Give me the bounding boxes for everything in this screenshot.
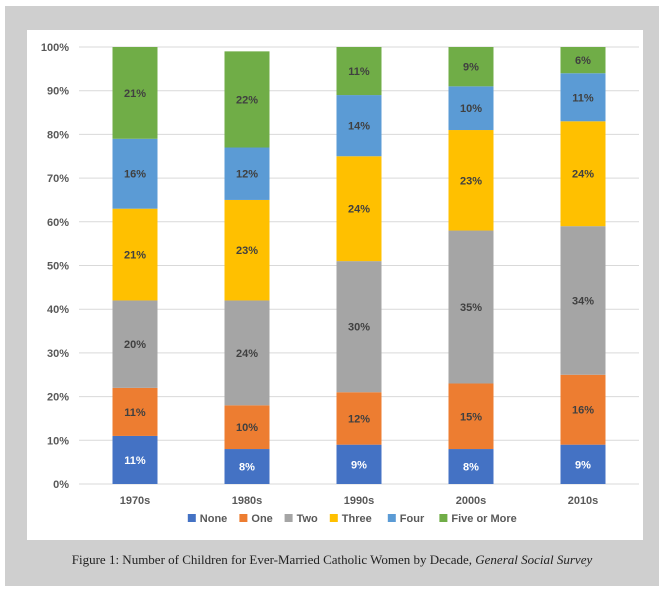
bar-segment-none <box>448 449 494 484</box>
data-label: 23% <box>460 175 482 187</box>
data-label: 9% <box>351 459 367 471</box>
y-tick-label: 10% <box>47 435 69 447</box>
bar-segment-three <box>560 121 606 227</box>
data-label: 8% <box>239 462 255 474</box>
data-label: 9% <box>463 62 479 74</box>
bar-segment-four <box>560 73 606 122</box>
legend-label: Two <box>297 513 318 525</box>
bar-segment-two <box>336 261 382 393</box>
data-label: 12% <box>348 413 370 425</box>
stacked-bar-chart: 0% 10% 20% 30% 40% 50% 60% 70% 80% 90% 100% 11% 11% 2… <box>41 42 639 525</box>
bar-segment-four <box>448 86 494 131</box>
y-tick-label: 70% <box>47 173 69 185</box>
legend-label: Four <box>400 513 425 525</box>
legend-swatch-three <box>329 514 338 522</box>
bar-segment-two <box>448 230 494 384</box>
bar-segment-one <box>112 387 158 436</box>
bar-segment-five-or-more <box>112 47 158 139</box>
x-tick-label: 1970s <box>120 495 151 507</box>
bar-segment-three <box>448 130 494 231</box>
x-tick-label: 1990s <box>344 495 375 507</box>
data-label: 22% <box>236 94 258 106</box>
data-label: 23% <box>236 245 258 257</box>
bar-segment-none <box>336 444 382 484</box>
bar-segment-four <box>112 138 158 209</box>
y-tick-label: 50% <box>47 261 69 273</box>
bar-segment-five-or-more <box>560 47 606 74</box>
y-tick-label: 30% <box>47 348 69 360</box>
data-label: 6% <box>575 55 591 67</box>
bar-segment-one <box>224 405 270 450</box>
data-label: 24% <box>348 204 370 216</box>
x-tick-label: 2010s <box>568 495 599 507</box>
bar-segment-two <box>224 300 270 406</box>
data-label: 11% <box>348 66 370 78</box>
data-label: 34% <box>572 295 594 307</box>
data-label: 21% <box>124 250 146 262</box>
y-tick-label: 20% <box>47 392 69 404</box>
bar-segment-none <box>224 449 270 484</box>
legend-label: None <box>200 513 228 525</box>
legend-swatch-four <box>387 514 396 522</box>
bar-segment-one <box>336 392 382 445</box>
bar-segment-none <box>112 435 158 484</box>
bar-segment-four <box>336 95 382 157</box>
data-label: 10% <box>460 103 482 115</box>
data-label: 11% <box>124 455 146 467</box>
bar-segment-three <box>224 199 270 301</box>
y-tick-label: 80% <box>47 129 69 141</box>
bar-segment-five-or-more <box>224 51 270 148</box>
legend-label: One <box>251 513 272 525</box>
y-tick-label: 40% <box>47 304 69 316</box>
bar-segment-none <box>560 444 606 484</box>
data-label: 30% <box>348 322 370 334</box>
data-label: 9% <box>575 459 591 471</box>
data-label: 20% <box>124 339 146 351</box>
legend-swatch-five-or-more <box>439 514 448 522</box>
legend-swatch-two <box>284 514 293 522</box>
data-label: 24% <box>572 169 594 181</box>
legend-swatch-none <box>187 514 196 522</box>
data-label: 8% <box>463 462 479 474</box>
bar-segment-four <box>224 147 270 200</box>
legend-swatch-one <box>239 514 248 522</box>
x-tick-label: 1980s <box>232 495 263 507</box>
data-label: 11% <box>124 407 146 419</box>
data-label: 24% <box>236 348 258 360</box>
bar-segment-two <box>112 300 158 388</box>
figure-caption: Figure 1: Number of Children for Ever-Ma… <box>5 552 659 568</box>
legend-label: Three <box>342 513 372 525</box>
y-tick-label: 60% <box>47 217 69 229</box>
data-label: 14% <box>348 121 370 133</box>
bar-segment-three <box>112 208 158 301</box>
y-tick-label: 100% <box>41 42 69 54</box>
bar-segment-five-or-more <box>336 47 382 96</box>
data-label: 12% <box>236 169 258 181</box>
bar-segment-two <box>560 226 606 375</box>
chart-panel: 0% 10% 20% 30% 40% 50% 60% 70% 80% 90% 100% 11% 11% 2… <box>27 30 643 540</box>
bar-segment-five-or-more <box>448 47 494 87</box>
figure-frame: 0% 10% 20% 30% 40% 50% 60% 70% 80% 90% 100% 11% 11% 2… <box>5 6 659 586</box>
y-tick-label: 90% <box>47 86 69 98</box>
data-label: 16% <box>124 169 146 181</box>
bar-segment-one <box>448 383 494 450</box>
y-tick-label: 0% <box>53 479 69 491</box>
caption-source: General Social Survey <box>475 552 593 567</box>
data-label: 15% <box>460 411 482 423</box>
data-label: 10% <box>236 422 258 434</box>
data-label: 35% <box>460 302 482 314</box>
data-label: 16% <box>572 405 594 417</box>
bar-segment-three <box>336 156 382 262</box>
data-label: 11% <box>572 92 594 104</box>
x-tick-label: 2000s <box>456 495 487 507</box>
data-label: 21% <box>124 88 146 100</box>
bar-segment-one <box>560 374 606 445</box>
caption-text: Figure 1: Number of Children for Ever-Ma… <box>71 552 476 567</box>
legend-label: Five or More <box>451 513 516 525</box>
